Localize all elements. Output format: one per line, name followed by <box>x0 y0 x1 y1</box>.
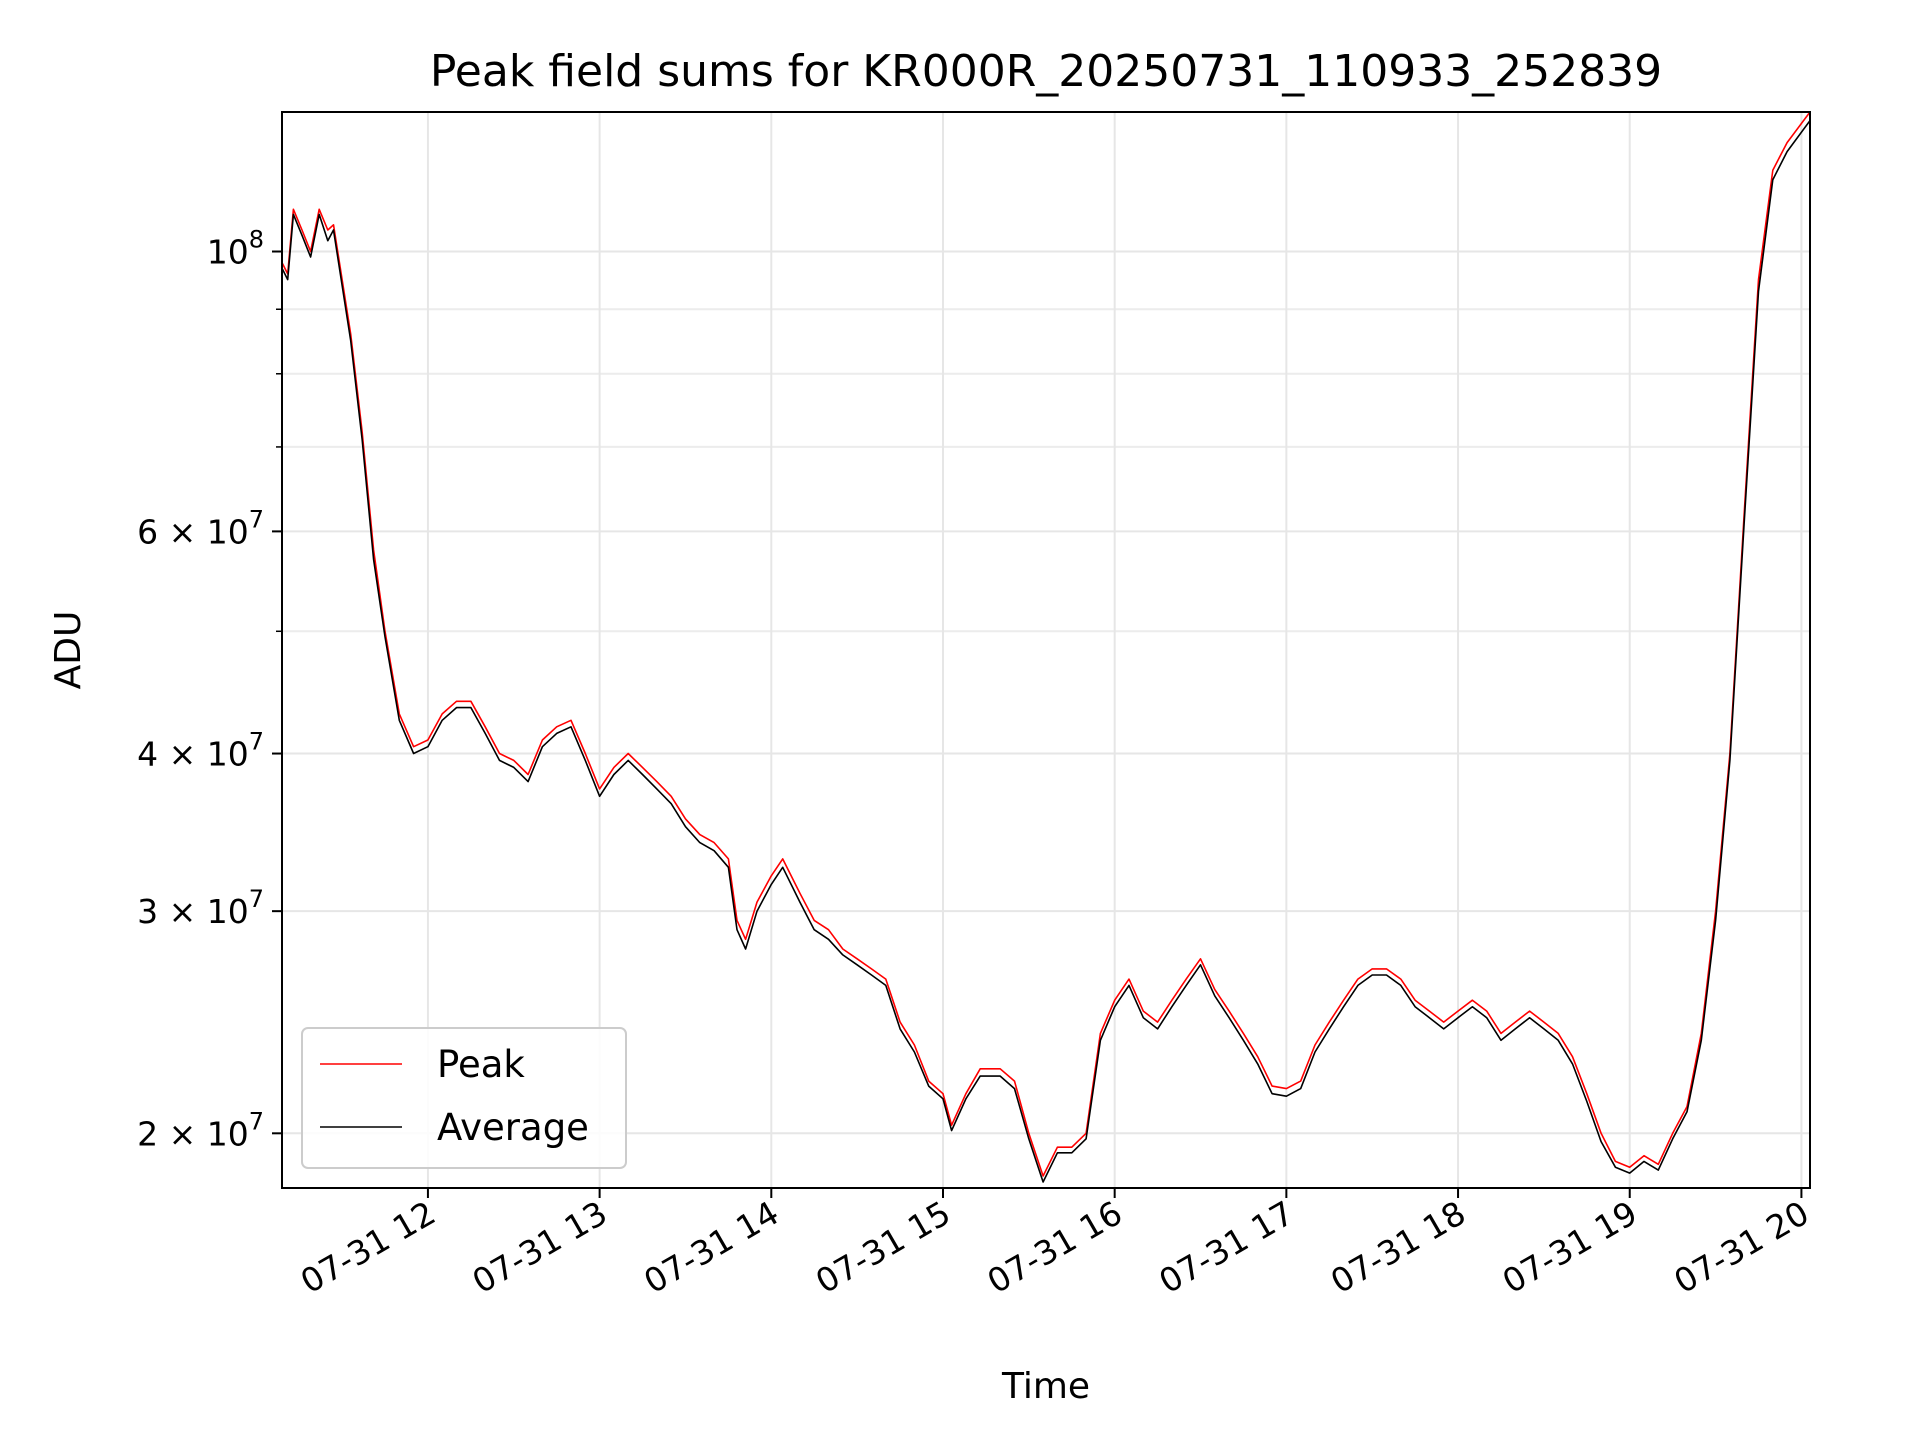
plot-frame <box>281 111 1811 1189</box>
y-axis-label: ADU <box>48 611 89 690</box>
x-axis-label: Time <box>1001 1366 1090 1407</box>
series-line-peak <box>281 111 1811 1177</box>
y-tick-label-exponent: 7 <box>249 885 264 913</box>
y-tick-label-base: 4 × 10 <box>137 735 249 774</box>
y-tick-label-exponent: 7 <box>249 728 264 756</box>
y-tick-label: 108 <box>207 226 264 272</box>
series-line-average <box>281 120 1811 1183</box>
legend-label-average: Average <box>437 1106 589 1149</box>
legend: Peak Average <box>301 1027 627 1169</box>
y-tick-label-exponent: 8 <box>249 226 264 254</box>
plot-area <box>281 111 1811 1183</box>
y-tick-label-exponent: 7 <box>249 505 264 533</box>
legend-label-peak: Peak <box>437 1043 525 1086</box>
y-tick-label: 4 × 107 <box>137 728 264 774</box>
y-tick-label-base: 2 × 10 <box>137 1114 249 1153</box>
y-tick-label-base: 6 × 10 <box>137 512 249 551</box>
y-tick-label: 6 × 107 <box>137 505 264 551</box>
y-tick-label-base: 3 × 10 <box>137 892 249 931</box>
y-tick-label: 3 × 107 <box>137 885 264 931</box>
chart-title: Peak field sums for KR000R_20250731_1109… <box>430 46 1662 97</box>
y-tick-label-base: 10 <box>207 233 249 272</box>
legend-box <box>301 1027 627 1169</box>
y-tick-label-exponent: 7 <box>249 1107 264 1135</box>
y-tick-label: 2 × 107 <box>137 1107 264 1153</box>
